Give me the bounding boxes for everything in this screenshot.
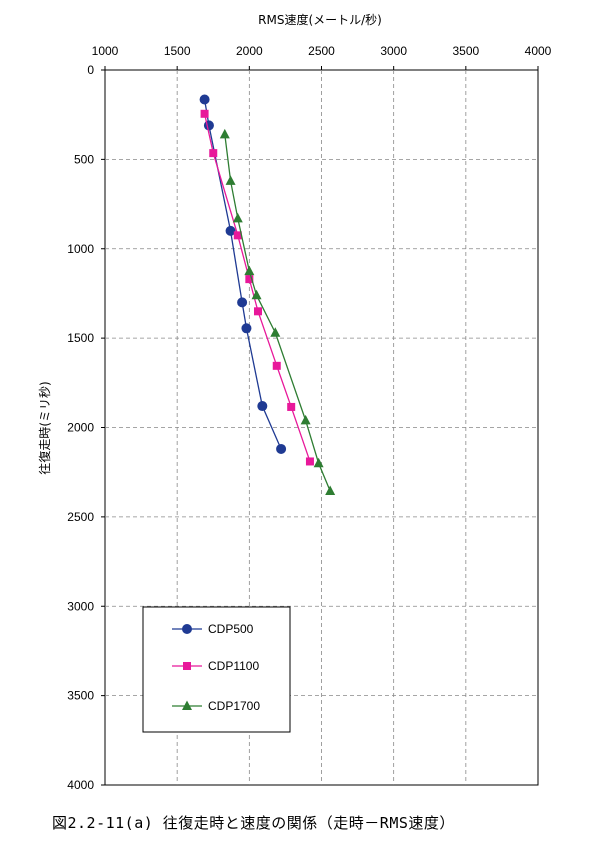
legend-marker-cdp1700 bbox=[182, 700, 192, 710]
y-tick-label: 1000 bbox=[67, 242, 94, 256]
chart: RMS速度(メートル/秒) 往復走時(ミリ秒) 1000 1500 2000 2500… bbox=[37, 12, 552, 792]
data-point-cdp500 bbox=[237, 297, 248, 308]
y-tick-label: 3000 bbox=[67, 599, 94, 613]
data-point-cdp500 bbox=[203, 120, 214, 131]
x-tick-label: 3500 bbox=[452, 44, 479, 58]
x-tick-label: 3000 bbox=[380, 44, 407, 58]
y-tick-label: 3500 bbox=[67, 689, 94, 703]
gridlines bbox=[101, 66, 539, 786]
x-tick-label: 2500 bbox=[308, 44, 335, 58]
data-point-cdp1100 bbox=[305, 457, 314, 466]
x-tick-label: 2000 bbox=[236, 44, 263, 58]
data-point-cdp1700 bbox=[325, 485, 336, 495]
series-layer bbox=[199, 94, 336, 495]
x-tick-label: 1000 bbox=[92, 44, 119, 58]
data-point-cdp1100 bbox=[200, 109, 209, 118]
data-point-cdp1700 bbox=[219, 128, 230, 139]
legend-marker-cdp1100 bbox=[183, 662, 191, 670]
y-tick-label: 2000 bbox=[67, 421, 94, 435]
data-point-cdp1100 bbox=[245, 275, 254, 284]
data-point-cdp1100 bbox=[209, 149, 218, 158]
y-axis-label: 往復走時(ミリ秒) bbox=[37, 381, 52, 474]
legend-label-cdp1100: CDP1100 bbox=[208, 659, 259, 673]
y-tick-label: 500 bbox=[74, 152, 94, 166]
data-point-cdp1100 bbox=[287, 402, 296, 411]
series-cdp1700 bbox=[219, 128, 336, 495]
series-cdp500 bbox=[199, 94, 287, 454]
data-point-cdp1700 bbox=[270, 327, 281, 337]
data-point-cdp1700 bbox=[251, 289, 262, 300]
data-point-cdp1100 bbox=[272, 361, 281, 370]
y-tick-label: 0 bbox=[87, 63, 94, 77]
x-tick-label: 1500 bbox=[164, 44, 191, 58]
data-point-cdp500 bbox=[257, 401, 268, 412]
y-tick-label: 1500 bbox=[67, 331, 94, 345]
data-point-cdp500 bbox=[225, 225, 236, 236]
legend-label-cdp500: CDP500 bbox=[208, 622, 254, 636]
data-point-cdp500 bbox=[241, 323, 252, 334]
data-point-cdp1100 bbox=[233, 231, 242, 240]
y-tick-label: 2500 bbox=[67, 510, 94, 524]
figure-caption: 図2.2-11(a) 往復走時と速度の関係（走時－RMS速度） bbox=[52, 814, 455, 832]
data-point-cdp500 bbox=[199, 94, 210, 105]
x-tick-label: 4000 bbox=[525, 44, 552, 58]
data-point-cdp1700 bbox=[225, 175, 236, 185]
data-point-cdp1700 bbox=[313, 457, 324, 468]
x-tick-labels: 1000 1500 2000 2500 3000 3500 4000 bbox=[92, 44, 552, 58]
data-point-cdp1700 bbox=[244, 265, 255, 276]
data-point-cdp1100 bbox=[253, 307, 262, 316]
data-point-cdp500 bbox=[276, 443, 287, 454]
legend-marker-cdp500 bbox=[182, 624, 192, 634]
legend: CDP500 CDP1100 CDP1700 bbox=[142, 606, 291, 733]
y-tick-label: 4000 bbox=[67, 778, 94, 792]
legend-items: CDP500 CDP1100 CDP1700 bbox=[172, 622, 260, 713]
x-axis-label: RMS速度(メートル/秒) bbox=[258, 12, 382, 27]
legend-label-cdp1700: CDP1700 bbox=[208, 699, 260, 713]
legend-box bbox=[142, 606, 291, 733]
data-point-cdp1700 bbox=[232, 212, 243, 223]
y-tick-labels: 0 500 1000 1500 2000 2500 3000 3500 4000 bbox=[67, 63, 94, 792]
data-point-cdp1700 bbox=[300, 414, 311, 425]
